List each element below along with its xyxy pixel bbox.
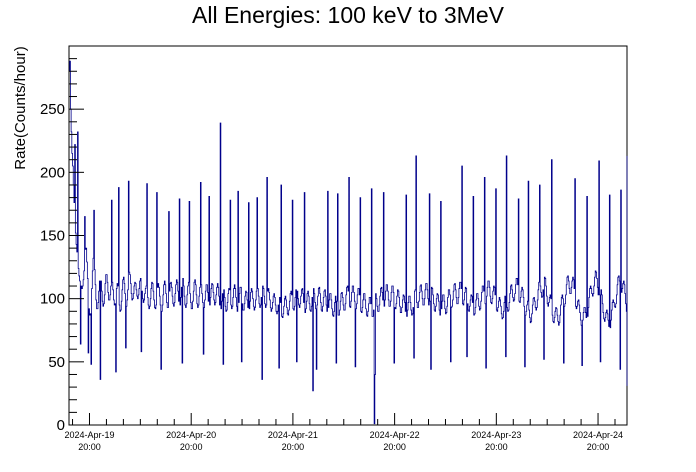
x-tick-label-date: 2024-Apr-24 [573, 430, 623, 440]
x-tick-label-time: 20:00 [587, 442, 610, 452]
y-tick-label: 0 [57, 417, 65, 434]
series-line-0 [69, 60, 628, 425]
x-tick-label-date: 2024-Apr-21 [268, 430, 318, 440]
y-axis: 0 50 100 150 200 250 [40, 58, 84, 434]
x-tick-label-date: 2024-Apr-20 [166, 430, 216, 440]
y-tick-label: 250 [40, 101, 65, 118]
x-tick-label-date: 2024-Apr-22 [370, 430, 420, 440]
plot-frame [68, 45, 628, 426]
y-tick-label: 150 [40, 228, 65, 245]
y-tick-label: 50 [48, 354, 65, 371]
y-tick-label: 100 [40, 291, 65, 308]
chart-title: All Energies: 100 keV to 3MeV [192, 2, 504, 28]
x-axis: 2024-Apr-19 20:00 2024-Apr-20 20:00 2024-Apr… [64, 413, 623, 452]
x-tick-label-time: 20:00 [180, 442, 203, 452]
x-tick-label-time: 20:00 [78, 442, 101, 452]
plot-border [68, 45, 628, 426]
x-tick-label-time: 20:00 [282, 442, 305, 452]
x-tick-label-date: 2024-Apr-19 [64, 430, 114, 440]
y-tick-label: 200 [40, 164, 65, 181]
x-tick-label-time: 20:00 [383, 442, 406, 452]
x-tick-label-time: 20:00 [485, 442, 508, 452]
series-layer [69, 60, 628, 425]
y-axis-label: Rate(Counts/hour) [12, 46, 29, 169]
x-tick-label-date: 2024-Apr-23 [471, 430, 521, 440]
